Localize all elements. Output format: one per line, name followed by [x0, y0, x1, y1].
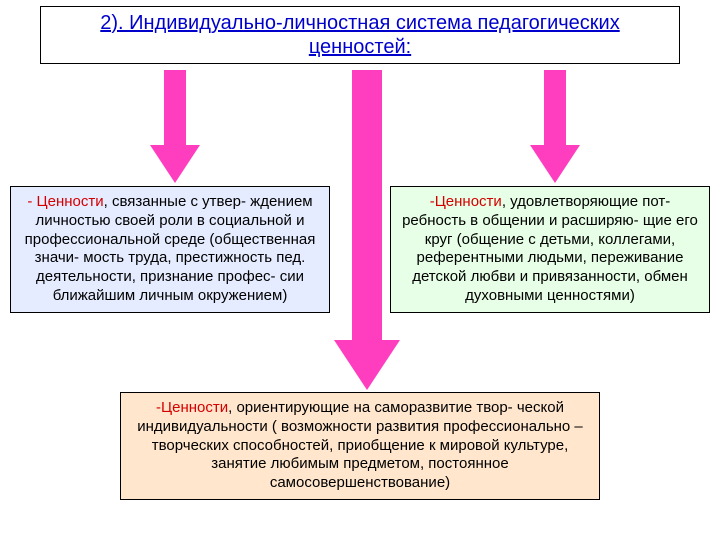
arrow-right — [520, 70, 590, 190]
box-left-highlight: - Ценности — [27, 193, 103, 210]
title-box: 2). Индивидуально-личностная система пед… — [40, 6, 680, 64]
box-right: -Ценности, удовлетворяющие пот- ребность… — [390, 186, 710, 313]
box-bottom-highlight: -Ценности — [156, 399, 228, 416]
arrow-left — [140, 70, 210, 190]
box-left: - Ценности, связанные с утвер- ждением л… — [10, 186, 330, 313]
box-right-highlight: -Ценности — [430, 193, 502, 210]
title-text: 2). Индивидуально-личностная система пед… — [100, 12, 619, 58]
box-bottom: -Ценности, ориентирующие на саморазвитие… — [120, 392, 600, 500]
